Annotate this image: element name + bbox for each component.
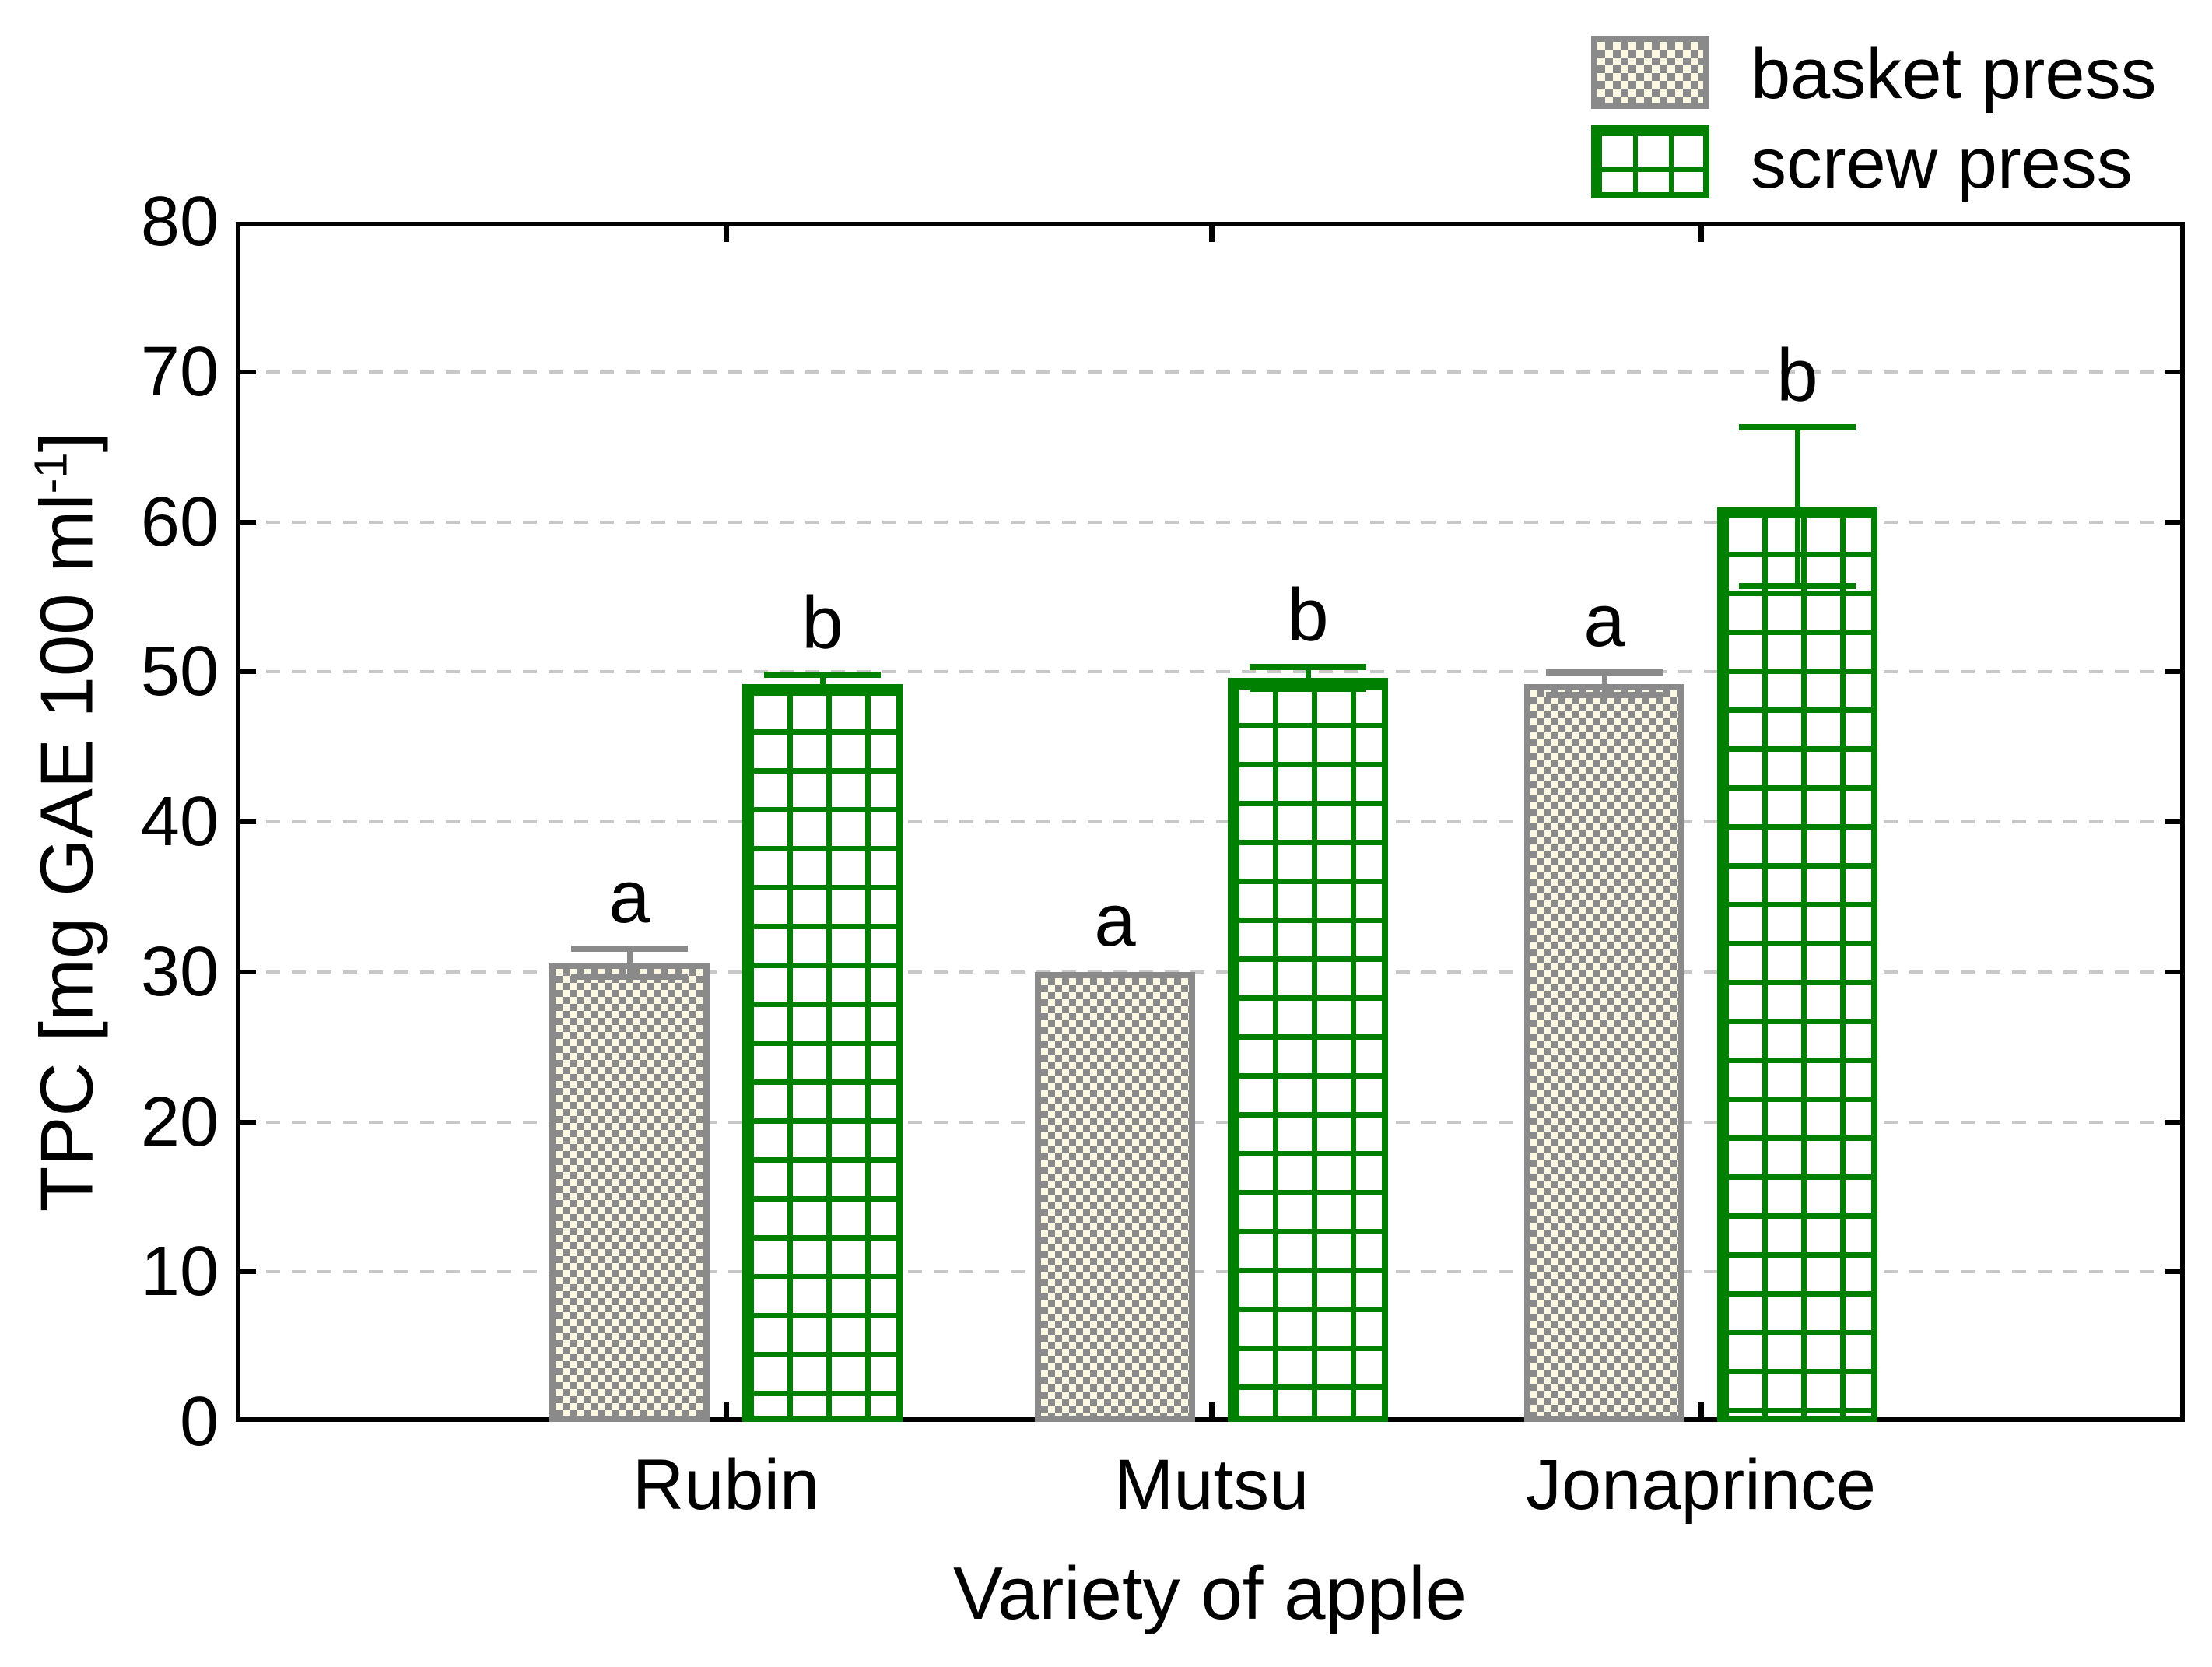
x-category-label: Jonaprince (1525, 1445, 1877, 1525)
bar-screw-press-jonaprince (1717, 507, 1877, 1422)
y-axis-tick-left (240, 969, 256, 974)
bar-basket-press-rubin (549, 963, 710, 1422)
significance-letter: b (1287, 573, 1329, 657)
y-tick-label: 60 (140, 483, 219, 561)
y-axis-tick-right (2165, 669, 2180, 675)
y-tick-label: 10 (140, 1233, 219, 1311)
y-axis-tick-left (240, 669, 256, 675)
horizontal-gridline (240, 520, 2180, 524)
y-axis-tick-left (240, 519, 256, 525)
legend-label-screw-press: screw press (1751, 124, 2133, 203)
error-bar-whisker (626, 948, 633, 977)
bar-screw-press-rubin (742, 683, 903, 1422)
significance-letter: a (1094, 878, 1136, 962)
y-tick-label: 50 (140, 633, 219, 711)
y-axis-title-close: ] (25, 431, 109, 453)
y-axis-tick-right (2165, 1119, 2180, 1125)
y-tick-label: 20 (140, 1083, 219, 1161)
plot-area (236, 222, 2185, 1422)
legend-swatch-basket-press (1591, 36, 1709, 109)
y-axis-tick-left (240, 1269, 256, 1275)
error-bar-cap-top (571, 945, 688, 952)
error-bar-cap-bottom (1250, 686, 1366, 693)
x-axis-tick-top (1209, 226, 1215, 242)
legend-swatch-screw-press (1591, 125, 1709, 198)
x-axis-tick-top (1698, 226, 1704, 242)
error-bar-whisker (1601, 672, 1607, 696)
legend-label-basket-press: basket press (1751, 34, 2157, 114)
significance-letter: b (801, 581, 843, 665)
horizontal-gridline (240, 1270, 2180, 1274)
significance-letter: a (608, 855, 650, 939)
y-axis-title-text: TPC [mg GAE 100 ml (25, 493, 109, 1213)
y-axis-tick-right (2165, 369, 2180, 374)
horizontal-gridline (240, 370, 2180, 374)
x-axis-tick-bottom (1209, 1402, 1215, 1417)
x-axis-tick-top (724, 226, 729, 242)
x-category-label: Rubin (632, 1445, 820, 1525)
x-axis-title: Variety of apple (953, 1552, 1467, 1635)
bar-basket-press-jonaprince (1524, 683, 1684, 1422)
horizontal-gridline (240, 1120, 2180, 1124)
error-bar-cap-bottom (571, 974, 688, 981)
horizontal-gridline (240, 820, 2180, 823)
error-bar-cap-top (764, 672, 881, 679)
y-axis-title: TPC [mg GAE 100 ml-1] (24, 432, 109, 1213)
y-tick-label: 40 (140, 783, 219, 861)
error-bar-cap-top (1546, 669, 1663, 676)
y-axis-tick-left (240, 1119, 256, 1125)
y-axis-tick-right (2165, 1269, 2180, 1275)
bar-basket-press-mutsu (1035, 971, 1195, 1422)
y-axis-tick-right (2165, 819, 2180, 824)
error-bar-whisker (819, 675, 826, 693)
y-axis-tick-left (240, 369, 256, 374)
x-category-label: Mutsu (1113, 1445, 1309, 1525)
horizontal-gridline (240, 970, 2180, 974)
horizontal-gridline (240, 670, 2180, 674)
significance-letter: a (1583, 579, 1625, 663)
bar-screw-press-mutsu (1228, 677, 1388, 1422)
error-bar-whisker (1794, 427, 1800, 587)
error-bar-cap-bottom (1546, 692, 1663, 699)
error-bar-cap-bottom (1739, 583, 1856, 590)
y-axis-tick-left (240, 819, 256, 824)
y-axis-title-superscript: -1 (24, 452, 77, 494)
x-axis-tick-bottom (724, 1402, 729, 1417)
significance-letter: b (1776, 334, 1818, 418)
error-bar-cap-bottom (764, 690, 881, 697)
y-axis-tick-right (2165, 969, 2180, 974)
error-bar-cap-top (1250, 663, 1366, 670)
error-bar-whisker (1305, 666, 1311, 690)
y-axis-tick-right (2165, 519, 2180, 525)
x-axis-tick-bottom (1698, 1402, 1704, 1417)
error-bar-cap-top (1739, 424, 1856, 431)
y-tick-label: 80 (140, 183, 219, 261)
y-tick-label: 70 (140, 332, 219, 411)
y-tick-label: 30 (140, 932, 219, 1011)
y-tick-label: 0 (179, 1383, 219, 1461)
